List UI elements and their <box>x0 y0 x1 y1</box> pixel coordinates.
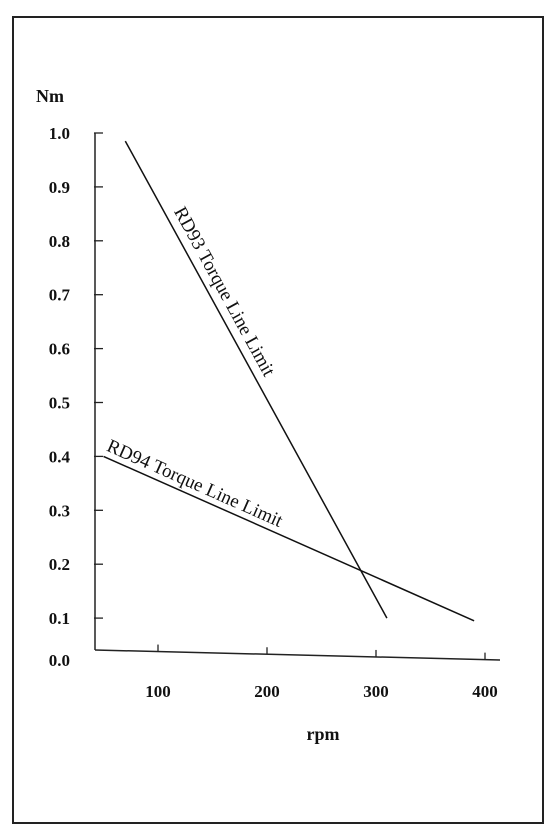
series-line-rd93 <box>124 140 388 619</box>
series-label-rd93: RD93 Torque Line Limit <box>169 203 279 380</box>
y-tick-label: 0.0 <box>49 651 70 670</box>
x-axis-line <box>94 649 501 661</box>
y-tick-label: 0.8 <box>49 232 70 251</box>
y-tick-label: 0.6 <box>49 340 70 359</box>
x-tick-label: 100 <box>145 682 171 701</box>
y-tick-label: 0.5 <box>49 394 70 413</box>
series-lines-group <box>103 140 475 622</box>
y-tick-label: 0.3 <box>49 501 70 520</box>
y-tick-label: 0.9 <box>49 178 70 197</box>
y-tick-label: 0.2 <box>49 555 70 574</box>
y-tick-label: 0.7 <box>49 286 71 305</box>
x-tick-label: 200 <box>254 682 280 701</box>
series-line-rd94 <box>103 455 475 622</box>
x-tick-label: 300 <box>363 682 389 701</box>
y-tick-label: 1.0 <box>49 124 70 143</box>
series-label-rd94: RD94 Torque Line Limit <box>104 436 287 532</box>
x-tick-label: 400 <box>472 682 498 701</box>
y-tick-label: 0.1 <box>49 609 70 628</box>
x-axis-title: rpm <box>307 724 340 744</box>
labels-group: Nm rpm RD93 Torque Line Limit RD94 Torque L… <box>36 86 340 744</box>
y-tick-label: 0.4 <box>49 447 71 466</box>
axes-group <box>94 133 501 661</box>
ticks-group: 0.0 0.1 0.2 0.3 0.4 0.5 0.6 0.7 0.8 0.9 1.0 100 200 3… <box>49 124 498 701</box>
y-axis-title: Nm <box>36 86 64 106</box>
